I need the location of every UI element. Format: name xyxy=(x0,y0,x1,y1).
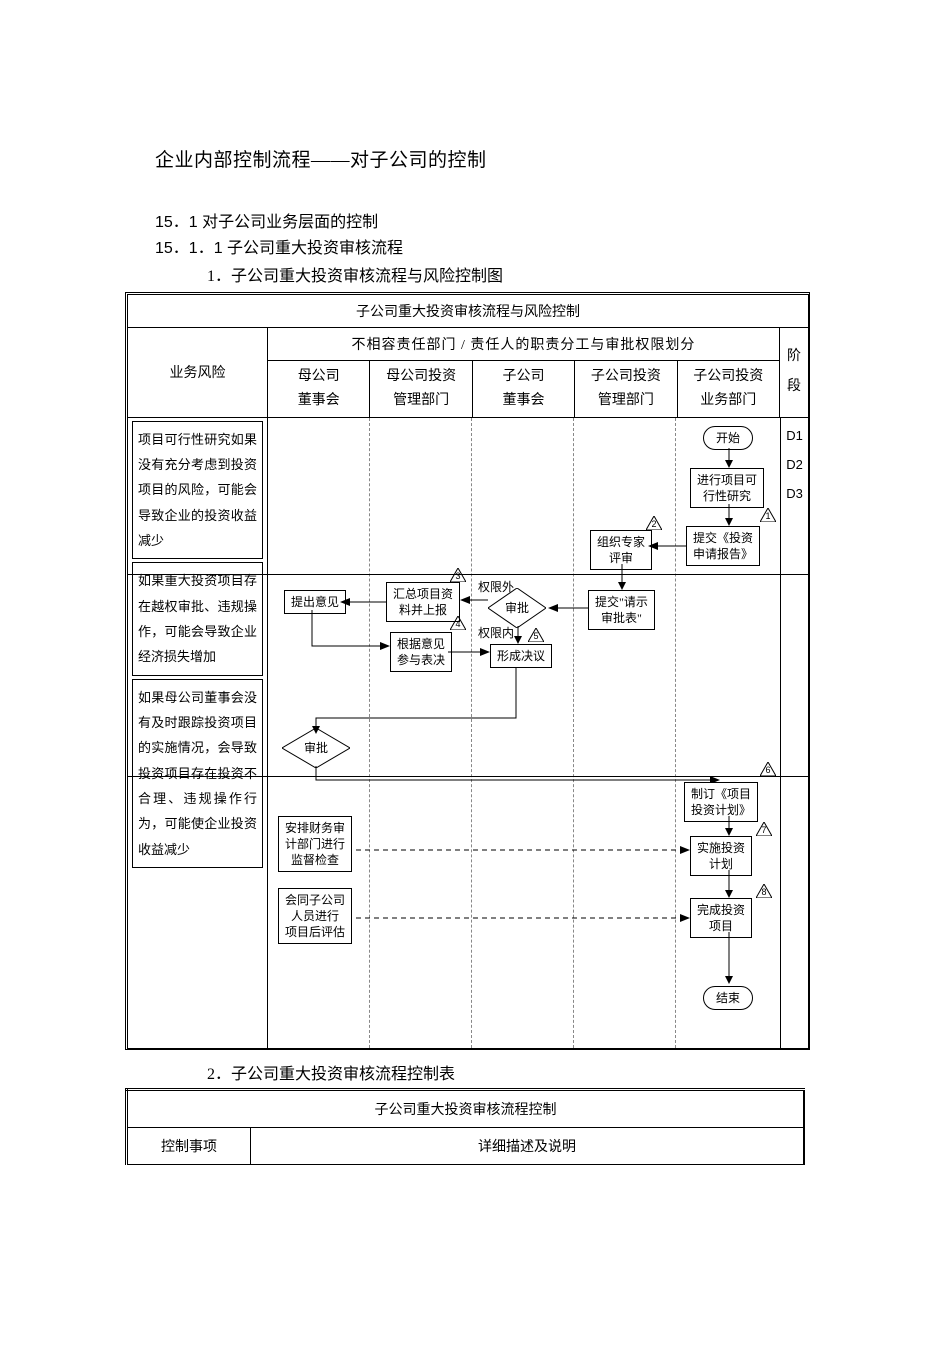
dept-col-4: 子公司投资 业务部门 xyxy=(678,361,780,417)
ctrl-col-1: 控制事项 xyxy=(127,1127,251,1164)
lane-parent-invest xyxy=(370,418,472,1048)
control-table: 子公司重大投资审核流程控制 控制事项 详细描述及说明 xyxy=(125,1088,805,1165)
node-study: 进行项目可 行性研究 xyxy=(690,468,764,508)
risk-header: 业务风险 xyxy=(128,328,268,417)
section-15-1: 15．1 对子公司业务层面的控制 xyxy=(155,208,820,232)
subsection-1: 1．子公司重大投资审核流程与风险控制图 xyxy=(207,262,820,286)
node-end: 结束 xyxy=(703,986,753,1010)
node-impl: 实施投资 计划 xyxy=(690,836,752,876)
flowchart: 子公司重大投资审核流程与风险控制 业务风险 不相容责任部门 / 责任人的职责分工… xyxy=(125,292,810,1050)
marker-1: 1 xyxy=(760,508,776,522)
node-postassess: 会同子公司 人员进行 项目后评估 xyxy=(278,888,352,945)
node-approve2-diamond: 审批 xyxy=(282,728,350,768)
stage-d2: D2 xyxy=(781,455,808,474)
node-opinion: 提出意见 xyxy=(284,590,346,614)
label-in: 权限内 xyxy=(478,624,514,641)
node-start: 开始 xyxy=(703,426,753,450)
dept-col-3: 子公司投资 管理部门 xyxy=(575,361,677,417)
marker-5: 5 xyxy=(528,628,544,642)
dept-col-2: 子公司 董事会 xyxy=(473,361,575,417)
node-vote: 根据意见 参与表决 xyxy=(390,632,452,672)
marker-7: 7 xyxy=(756,822,772,836)
node-submit-approve: 提交"请示 审批表" xyxy=(588,590,655,630)
label-out: 权限外 xyxy=(478,578,514,595)
marker-8: 8 xyxy=(756,884,772,898)
dept-col-1: 母公司投资 管理部门 xyxy=(370,361,472,417)
dept-columns: 母公司 董事会 母公司投资 管理部门 子公司 董事会 子公司投资 管理部门 子公… xyxy=(268,361,780,417)
ctrl-table-title: 子公司重大投资审核流程控制 xyxy=(127,1089,805,1127)
lane-sub-board xyxy=(472,418,574,1048)
ctrl-col-2: 详细描述及说明 xyxy=(251,1127,805,1164)
node-summary: 汇总项目资 料并上报 xyxy=(386,582,460,622)
flowchart-body: 项目可行性研究如果没有充分考虑到投资项目的风险，可能会导致企业的投资收益减少 如… xyxy=(128,418,808,1048)
risk-box-1: 如果重大投资项目存在越权审批、违规操作，可能会导致企业经济损失增加 xyxy=(132,562,263,675)
section-15-1-1: 15．1．1 子公司重大投资审核流程 xyxy=(155,234,820,258)
stage-column: D1 D2 D3 xyxy=(780,418,808,1048)
marker-6: 6 xyxy=(760,762,776,776)
dept-header: 不相容责任部门 / 责任人的职责分工与审批权限划分 xyxy=(268,328,780,361)
subsection-2: 2．子公司重大投资审核流程控制表 xyxy=(207,1060,820,1084)
node-plan: 制订《项目 投资计划》 xyxy=(684,782,758,822)
flowchart-title: 子公司重大投资审核流程与风险控制 xyxy=(128,295,808,328)
node-expert: 组织专家 评审 xyxy=(590,530,652,570)
marker-3: 3 xyxy=(450,568,466,582)
risk-column: 项目可行性研究如果没有充分考虑到投资项目的风险，可能会导致企业的投资收益减少 如… xyxy=(128,418,268,1048)
document-title: 企业内部控制流程——对子公司的控制 xyxy=(155,145,820,172)
node-audit: 安排财务审 计部门进行 监督检查 xyxy=(278,816,352,873)
stage-header: 阶 段 xyxy=(780,328,808,417)
page: 企业内部控制流程——对子公司的控制 15．1 对子公司业务层面的控制 15．1．… xyxy=(0,0,950,1205)
node-finish: 完成投资 项目 xyxy=(690,898,752,938)
section-divider-2 xyxy=(128,776,808,777)
lane-sub-invest-mgmt xyxy=(574,418,676,1048)
flowchart-header: 业务风险 不相容责任部门 / 责任人的职责分工与审批权限划分 阶 段 母公司 董… xyxy=(128,328,808,418)
marker-2: 2 xyxy=(646,516,662,530)
risk-box-2: 如果母公司董事会没有及时跟踪投资项目的实施情况，会导致投资项目存在投资不合理、违… xyxy=(132,679,263,868)
section-divider-1 xyxy=(128,574,808,575)
node-resolution: 形成决议 xyxy=(490,644,552,668)
stage-d3: D3 xyxy=(781,484,808,503)
risk-box-0: 项目可行性研究如果没有充分考虑到投资项目的风险，可能会导致企业的投资收益减少 xyxy=(132,421,263,560)
dept-col-0: 母公司 董事会 xyxy=(268,361,370,417)
node-submit-report: 提交《投资 申请报告》 xyxy=(686,526,760,566)
marker-4: 4 xyxy=(450,616,466,630)
stage-d1: D1 xyxy=(781,426,808,445)
